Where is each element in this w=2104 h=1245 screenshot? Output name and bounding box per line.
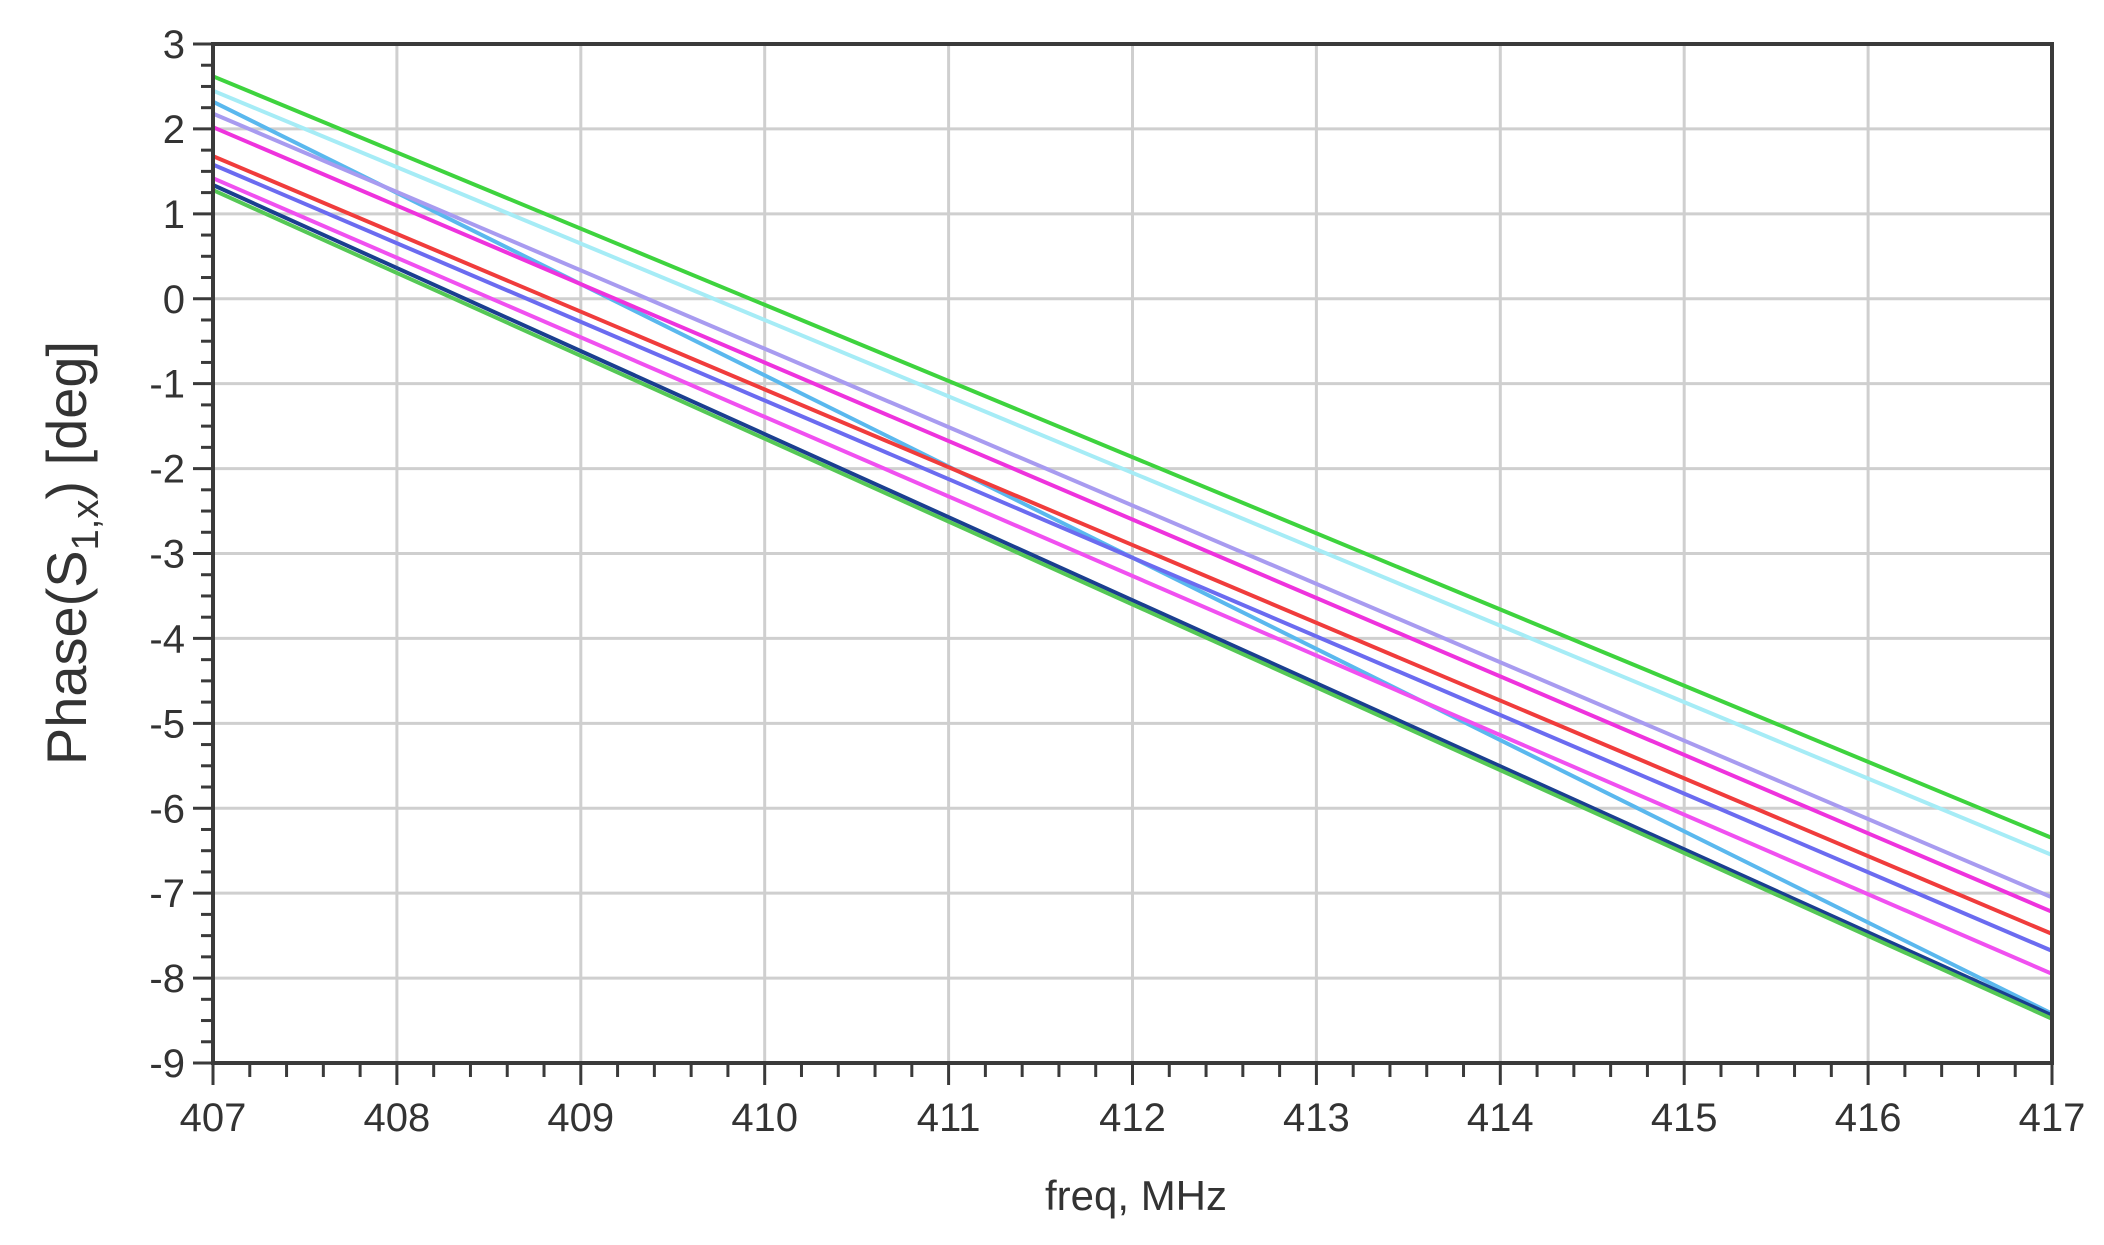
y-tick-label: -2: [149, 448, 185, 492]
x-tick-label: 417: [2019, 1096, 2086, 1140]
x-tick-label: 414: [1467, 1096, 1534, 1140]
series-line-4: [212, 111, 2053, 900]
y-tick-label: -8: [149, 957, 185, 1001]
x-tick-label: 416: [1835, 1096, 1902, 1140]
series-lines: [212, 74, 2053, 1021]
series-line-2: [212, 88, 2053, 857]
y-axis-title-suffix: ) [deg]: [35, 341, 98, 500]
series-line-5: [212, 125, 2053, 914]
y-axis-title: Phase(S1,x) [deg]: [35, 341, 107, 765]
x-axis-title: freq, MHz: [1045, 1172, 1227, 1219]
y-axis-title-prefix: Phase(S: [35, 550, 98, 765]
x-tick-label: 407: [180, 1096, 247, 1140]
x-tick-label: 412: [1099, 1096, 1166, 1140]
y-tick-label: -1: [149, 363, 185, 407]
x-tick-label: 415: [1651, 1096, 1718, 1140]
series-line-10: [212, 188, 2053, 1021]
y-tick-label: -3: [149, 533, 185, 577]
axes: [193, 42, 2054, 1085]
x-tick-label: 411: [917, 1096, 981, 1140]
series-line-9: [212, 183, 2053, 1018]
y-tick-label: -9: [149, 1042, 185, 1086]
series-line-1: [212, 74, 2053, 840]
tick-labels: 407 408 409 410 411 412 413 414 415 416 417 3 2 1 0 -1 -…: [149, 23, 2085, 1140]
y-tick-label: 0: [163, 278, 185, 322]
y-tick-label: 1: [163, 193, 185, 237]
y-tick-label: -7: [149, 872, 185, 916]
x-tick-label: 408: [364, 1096, 431, 1140]
y-tick-label: -5: [149, 702, 185, 746]
x-tick-label: 410: [731, 1096, 798, 1140]
y-axis-title-subscript: 1,x: [65, 500, 107, 551]
y-tick-label: -6: [149, 787, 185, 831]
y-tick-label: 3: [163, 23, 185, 67]
y-tick-label: -4: [149, 617, 185, 661]
y-tick-label: 2: [163, 108, 185, 152]
series-line-8: [212, 176, 2053, 976]
series-line-7: [212, 162, 2053, 953]
x-tick-label: 413: [1283, 1096, 1350, 1140]
x-tick-label: 409: [547, 1096, 614, 1140]
series-line-6: [212, 154, 2053, 936]
